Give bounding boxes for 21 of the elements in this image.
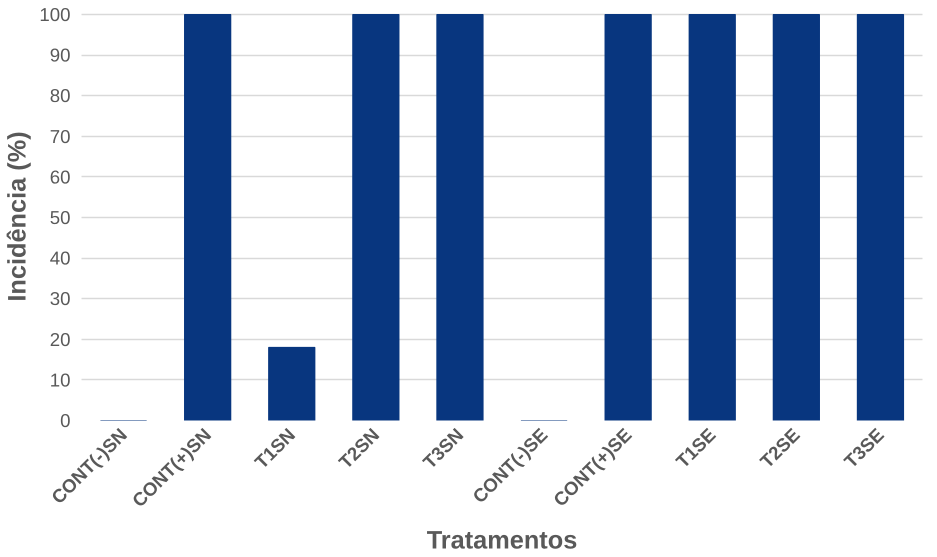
bar	[436, 14, 484, 420]
bar	[772, 14, 820, 420]
y-tick-label: 80	[50, 85, 71, 106]
bar	[688, 14, 736, 420]
bar	[856, 14, 904, 420]
y-tick-label: 10	[50, 369, 71, 390]
bar	[604, 14, 652, 420]
y-tick-label: 30	[50, 288, 71, 310]
y-tick-label: 100	[39, 4, 71, 26]
bar	[352, 14, 400, 420]
bar	[184, 14, 232, 420]
bar	[268, 346, 316, 420]
y-tick-label: 60	[50, 166, 71, 188]
y-tick-label: 70	[50, 126, 71, 147]
y-tick-label: 0	[60, 410, 71, 431]
x-axis-title: Tratamentos	[426, 526, 578, 555]
y-tick-label: 40	[50, 248, 71, 269]
y-axis-title: Incidência (%)	[3, 131, 32, 302]
y-tick-label: 20	[50, 328, 71, 350]
y-tick-label: 50	[50, 207, 71, 228]
y-tick-label: 90	[50, 44, 71, 66]
